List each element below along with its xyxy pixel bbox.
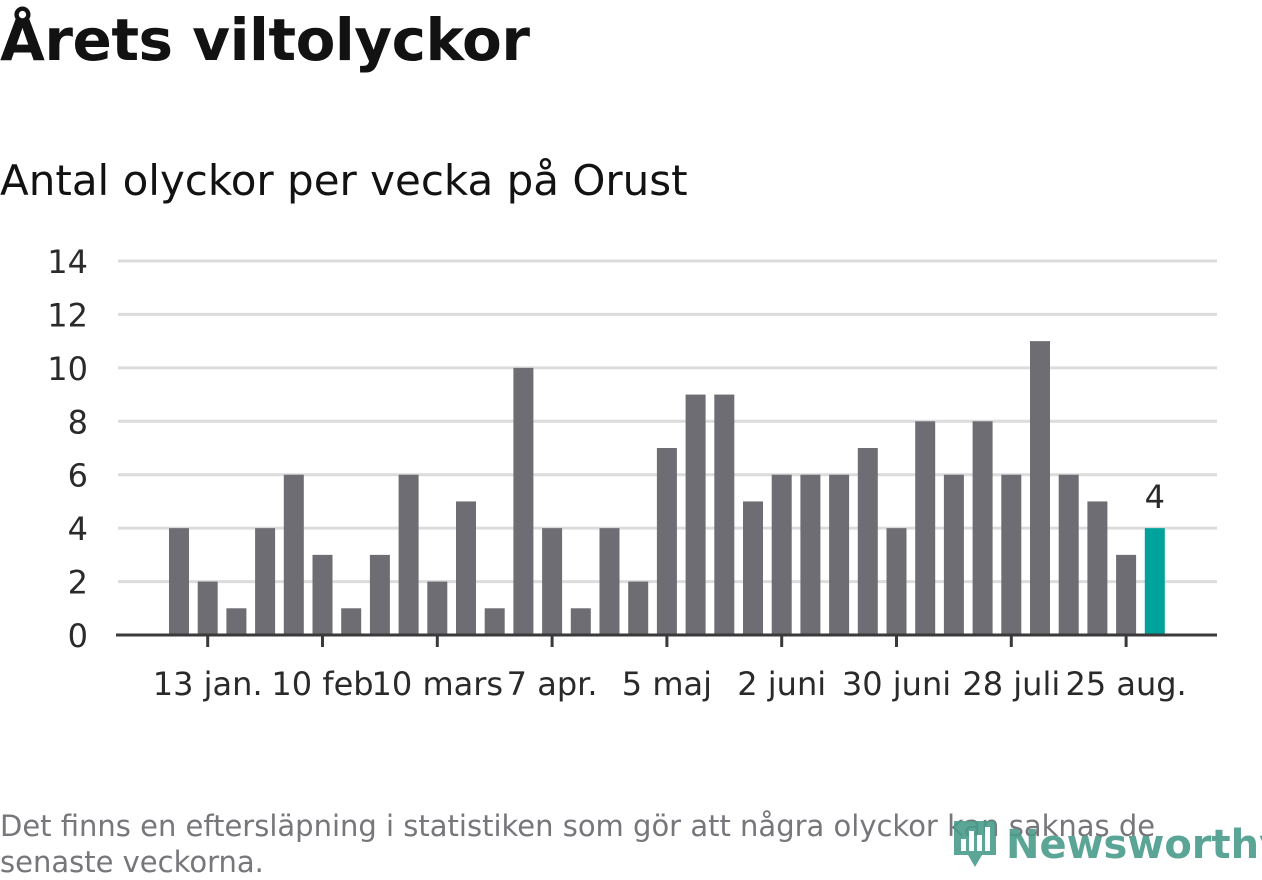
x-tick-label: 13 jan. bbox=[153, 665, 263, 703]
bar bbox=[599, 528, 620, 635]
bar bbox=[542, 528, 563, 635]
data-labels: 4 bbox=[1145, 478, 1165, 516]
bar bbox=[369, 554, 390, 635]
y-tick-label: 8 bbox=[68, 403, 88, 441]
bar bbox=[800, 474, 821, 635]
bar bbox=[1058, 474, 1079, 635]
bar bbox=[197, 581, 218, 635]
x-tick-label: 10 mars bbox=[372, 665, 504, 703]
bar bbox=[743, 501, 763, 635]
bar bbox=[570, 608, 591, 635]
bar bbox=[513, 367, 534, 635]
bar bbox=[943, 474, 964, 635]
page-title: Årets viltolyckor bbox=[0, 6, 530, 74]
chart-subtitle: Antal olyckor per vecka på Orust bbox=[0, 156, 688, 205]
bar bbox=[169, 528, 189, 635]
bar bbox=[398, 474, 419, 635]
y-tick-label: 10 bbox=[47, 350, 88, 388]
bar bbox=[628, 581, 649, 635]
bar bbox=[255, 528, 276, 635]
bar bbox=[1030, 341, 1050, 635]
y-tick-label: 4 bbox=[68, 510, 88, 548]
newsworthy-logo: Newsworthy bbox=[950, 815, 1262, 875]
bar bbox=[829, 474, 850, 635]
bar bbox=[427, 581, 448, 635]
bar bbox=[886, 528, 907, 635]
x-tick-label: 30 juni bbox=[842, 665, 951, 703]
y-tick-label: 12 bbox=[47, 296, 88, 334]
bar bbox=[1116, 554, 1137, 635]
bar bbox=[685, 394, 706, 635]
bar bbox=[312, 554, 333, 635]
bar bbox=[714, 394, 735, 635]
bar bbox=[656, 448, 677, 635]
bar bbox=[857, 448, 878, 635]
x-tick-label: 10 feb bbox=[271, 665, 373, 703]
bar bbox=[1001, 474, 1022, 635]
x-tick-label: 7 apr. bbox=[507, 665, 598, 703]
y-tick-label: 6 bbox=[68, 457, 88, 495]
y-tick-label: 2 bbox=[68, 564, 88, 602]
x-tick-label: 25 aug. bbox=[1065, 665, 1186, 703]
bar bbox=[915, 421, 936, 635]
data-label: 4 bbox=[1145, 478, 1165, 516]
bar bbox=[226, 608, 247, 635]
bar-highlight bbox=[1144, 528, 1165, 635]
bar bbox=[341, 608, 362, 635]
bar bbox=[771, 474, 792, 635]
x-tick-label: 2 juni bbox=[737, 665, 826, 703]
logo-text: Newsworthy bbox=[1006, 822, 1262, 868]
y-axis-ticks: 0 2 4 6 8 10 12 14 bbox=[47, 243, 88, 655]
x-tick-label: 5 maj bbox=[622, 665, 712, 703]
bars bbox=[169, 341, 1165, 635]
x-tick-label: 28 juli bbox=[962, 665, 1060, 703]
y-tick-label: 14 bbox=[47, 243, 88, 281]
y-tick-label: 0 bbox=[68, 617, 88, 655]
bar bbox=[484, 608, 505, 635]
bar bbox=[456, 501, 476, 635]
bar bbox=[283, 474, 304, 635]
bar-chart-icon bbox=[950, 815, 1000, 875]
bar bbox=[1087, 501, 1108, 635]
bar bbox=[972, 421, 993, 635]
